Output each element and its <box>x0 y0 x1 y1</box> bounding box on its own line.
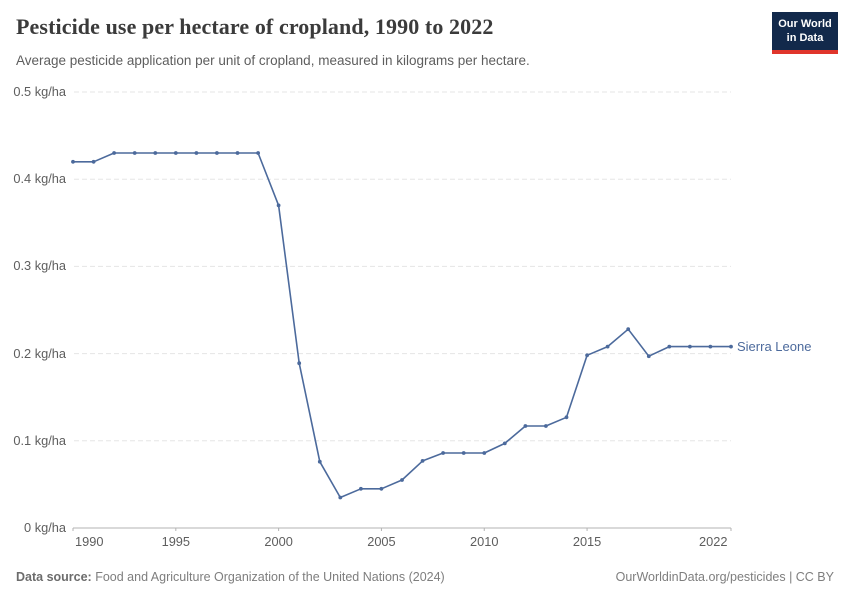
x-axis-tick-label: 1990 <box>75 534 104 549</box>
x-axis-tick-label: 2022 <box>699 534 728 549</box>
data-point-marker[interactable] <box>461 451 466 455</box>
x-axis-tick-label: 2000 <box>264 534 293 549</box>
data-point-marker[interactable] <box>626 327 631 332</box>
data-point-marker[interactable] <box>482 451 487 455</box>
data-point-marker[interactable] <box>585 353 589 358</box>
data-point-marker[interactable] <box>359 486 363 491</box>
data-point-marker[interactable] <box>646 354 651 359</box>
y-axis-tick-label: 0.5 kg/ha <box>13 84 66 99</box>
data-point-marker[interactable] <box>688 344 692 349</box>
data-point-marker[interactable] <box>132 151 137 155</box>
series-end-label[interactable]: Sierra Leone <box>737 338 812 354</box>
y-axis-tick-label: 0.4 kg/ha <box>13 171 66 187</box>
y-axis-tick-label: 0.2 kg/ha <box>13 345 66 361</box>
x-axis-tick-label: 1995 <box>161 534 191 549</box>
data-point-marker[interactable] <box>276 203 281 208</box>
data-point-marker[interactable] <box>667 344 672 349</box>
data-point-marker[interactable] <box>256 151 260 155</box>
data-point-marker[interactable] <box>297 361 302 366</box>
data-point-marker[interactable] <box>215 151 219 155</box>
data-point-marker[interactable] <box>605 344 610 349</box>
chart-footer: Data source: Food and Agriculture Organi… <box>16 570 834 584</box>
data-point-marker[interactable] <box>441 451 445 455</box>
data-point-marker[interactable] <box>564 415 569 420</box>
x-axis-tick-label: 2010 <box>470 534 499 549</box>
x-axis-tick-label: 2015 <box>572 534 602 549</box>
data-point-marker[interactable] <box>71 159 75 164</box>
data-source-label: Data source: <box>16 570 92 584</box>
page-title: Pesticide use per hectare of cropland, 1… <box>16 14 494 39</box>
data-point-marker[interactable] <box>729 344 733 349</box>
owid-logo-line1: Our World <box>778 18 832 30</box>
data-point-marker[interactable] <box>194 151 199 155</box>
data-point-marker[interactable] <box>523 424 528 428</box>
data-point-marker[interactable] <box>173 151 178 155</box>
data-point-marker[interactable] <box>112 151 116 155</box>
y-axis-tick-label: 0.3 kg/ha <box>13 258 66 274</box>
data-point-marker[interactable] <box>91 159 96 164</box>
data-point-marker[interactable] <box>235 151 240 155</box>
data-series-line[interactable] <box>72 152 732 499</box>
chart-subtitle: Average pesticide application per unit o… <box>16 53 530 68</box>
y-axis-tick-label: 0.1 kg/ha <box>13 432 66 448</box>
data-point-marker[interactable] <box>379 486 384 491</box>
data-point-marker[interactable] <box>708 344 713 349</box>
data-point-marker[interactable] <box>502 441 507 446</box>
data-point-marker[interactable] <box>153 151 158 155</box>
owid-logo-line2: in Data <box>786 32 824 45</box>
data-source-text: Food and Agriculture Organization of the… <box>91 570 445 584</box>
data-source-note: Data source: Food and Agriculture Organi… <box>16 570 445 584</box>
data-point-marker[interactable] <box>317 459 322 464</box>
y-axis-tick-label: 0 kg/ha <box>24 520 66 535</box>
data-point-marker[interactable] <box>338 495 343 500</box>
data-point-marker[interactable] <box>544 424 548 428</box>
x-axis-tick-label: 2005 <box>367 534 396 549</box>
attribution-link[interactable]: OurWorldinData.org/pesticides | CC BY <box>615 570 834 584</box>
data-point-marker[interactable] <box>400 478 404 482</box>
data-point-marker[interactable] <box>420 459 425 463</box>
owid-logo: Our World in Data <box>772 12 838 54</box>
